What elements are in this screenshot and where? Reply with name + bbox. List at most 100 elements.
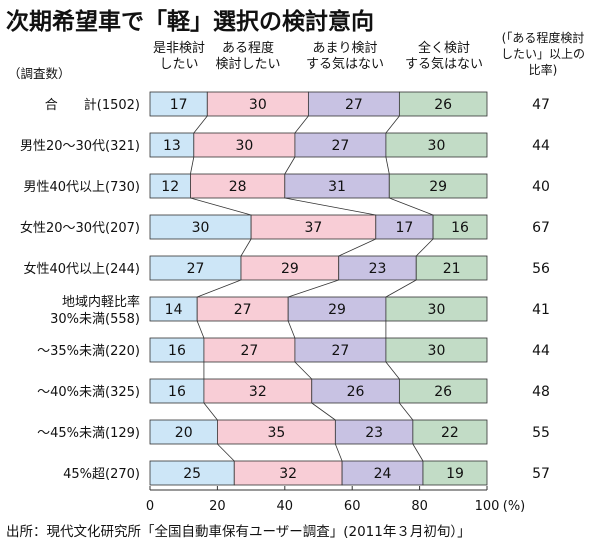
right-value-2: 40 [532, 179, 550, 195]
category-label-4: 女性40代以上(244) [24, 261, 141, 277]
right-value-1: 44 [532, 138, 550, 154]
category-label-6: ～35%未満(220) [37, 344, 140, 359]
value-label-r5-s1: 27 [234, 302, 252, 318]
bar-segment-r6-s2 [294, 337, 387, 363]
value-label-r9-s0: 25 [183, 466, 201, 482]
bar-segment-r4-s0 [149, 255, 242, 281]
connector-r4-b1 [197, 279, 242, 298]
connector-r8-b3 [412, 443, 424, 462]
bar-segment-r9-s2 [341, 460, 424, 486]
connector-r7-b2 [311, 402, 336, 421]
right-value-0: 47 [532, 97, 550, 113]
right-value-4: 56 [532, 261, 550, 277]
value-label-r6-s0: 16 [168, 343, 186, 359]
right-value-3: 67 [532, 220, 550, 236]
connector-r4-b2 [288, 279, 339, 298]
series-header-1-line-1: 検討したい [215, 56, 280, 72]
bar-segment-r9-s3 [422, 460, 488, 486]
right-header-line-2: 比率) [529, 62, 558, 77]
connector-r8-b2 [334, 443, 343, 462]
value-label-r8-s2: 23 [365, 425, 383, 441]
bar-segment-r2-s0 [149, 173, 191, 199]
category-label-8: ～45%未満(129) [37, 426, 140, 441]
bar-segment-r1-s3 [385, 132, 488, 158]
connector-r0-b2 [294, 115, 309, 134]
value-label-r9-s2: 24 [374, 466, 392, 482]
connector-r7-b1 [203, 402, 218, 421]
value-label-r2-s0: 12 [161, 179, 179, 195]
connector-r2-b2 [284, 197, 376, 216]
bar-segment-r8-s2 [334, 419, 414, 445]
connector-r5-b2 [287, 320, 296, 339]
connector-r1-b1 [190, 156, 195, 175]
connector-r4-b3 [385, 279, 417, 298]
value-label-r6-s1: 27 [240, 343, 258, 359]
value-label-r2-s2: 31 [328, 179, 346, 195]
x-tick-label-5: 100 [475, 499, 500, 514]
bar-segment-r2-s2 [284, 173, 390, 199]
value-label-r2-s1: 28 [229, 179, 247, 195]
connector-r6-b2 [294, 361, 313, 380]
connector-r8-b1 [217, 443, 235, 462]
category-label-3: 女性20～30代(207) [20, 220, 140, 236]
value-label-r7-s3: 26 [434, 384, 452, 400]
bar-segment-r3-s3 [432, 214, 488, 240]
value-label-r7-s2: 26 [347, 384, 365, 400]
x-tick-label-0: 0 [146, 499, 154, 514]
x-tick-label-4: 80 [411, 499, 428, 514]
x-axis-unit: (%) [503, 499, 526, 514]
bar-segment-r4-s2 [338, 255, 417, 281]
bar-segment-r5-s2 [287, 296, 387, 322]
count-header: （調査数） [8, 66, 71, 81]
series-header-3-line-0: 全く検討 [418, 40, 470, 56]
value-label-r1-s0: 13 [163, 138, 181, 154]
bar-segment-r6-s1 [203, 337, 296, 363]
connector-r3-b2 [338, 238, 376, 257]
right-value-9: 57 [532, 466, 550, 482]
connector-r5-b1 [196, 320, 205, 339]
bar-segment-r7-s3 [398, 378, 488, 404]
chart-title: 次期希望車で「軽」選択の検討意向 [6, 9, 374, 35]
bar-segment-r3-s2 [375, 214, 434, 240]
connector-r2-b1 [190, 197, 252, 216]
right-header-line-1: したい」以上の [501, 47, 585, 61]
series-header-3-line-1: する気はない [405, 56, 483, 72]
category-label-5-line-0: 地域内軽比率 [62, 294, 140, 310]
connector-r0-b1 [193, 115, 208, 134]
value-label-r7-s1: 32 [249, 384, 267, 400]
value-label-r8-s1: 35 [267, 425, 285, 441]
value-label-r3-s2: 17 [396, 220, 414, 236]
category-label-2: 男性40代以上(730) [24, 180, 141, 195]
bar-segment-r8-s3 [412, 419, 488, 445]
series-header-0-line-0: 是非検討 [153, 40, 205, 56]
bar-segment-r6-s3 [385, 337, 488, 363]
bar-segment-r1-s0 [149, 132, 195, 158]
value-label-r7-s0: 16 [168, 384, 186, 400]
bar-segment-r4-s3 [415, 255, 488, 281]
value-label-r1-s2: 27 [331, 138, 349, 154]
connector-r7-b3 [399, 402, 414, 421]
connector-r6-b3 [385, 361, 400, 380]
value-label-r9-s3: 19 [446, 466, 464, 482]
bar-segment-r5-s3 [385, 296, 488, 322]
value-label-r0-s2: 27 [345, 97, 363, 113]
value-label-r5-s2: 29 [328, 302, 346, 318]
value-label-r4-s2: 23 [369, 261, 387, 277]
value-label-r9-s1: 32 [279, 466, 297, 482]
value-label-r6-s2: 27 [331, 343, 349, 359]
bar-segment-r0-s3 [398, 91, 488, 117]
value-label-r3-s0: 30 [192, 220, 210, 236]
bar-segment-r5-s1 [196, 296, 289, 322]
category-label-9: 45%超(270) [63, 467, 140, 482]
bar-segment-r6-s0 [149, 337, 205, 363]
connector-r1-b3 [385, 156, 390, 175]
value-label-r0-s0: 17 [170, 97, 188, 113]
connector-r3-b3 [415, 238, 434, 257]
connector-r2-b3 [389, 197, 434, 216]
right-value-5: 41 [532, 302, 550, 318]
connector-r0-b3 [385, 115, 400, 134]
value-label-r8-s3: 22 [441, 425, 459, 441]
bar-segment-r4-s1 [240, 255, 340, 281]
category-label-0: 合 計(1502) [45, 97, 140, 113]
